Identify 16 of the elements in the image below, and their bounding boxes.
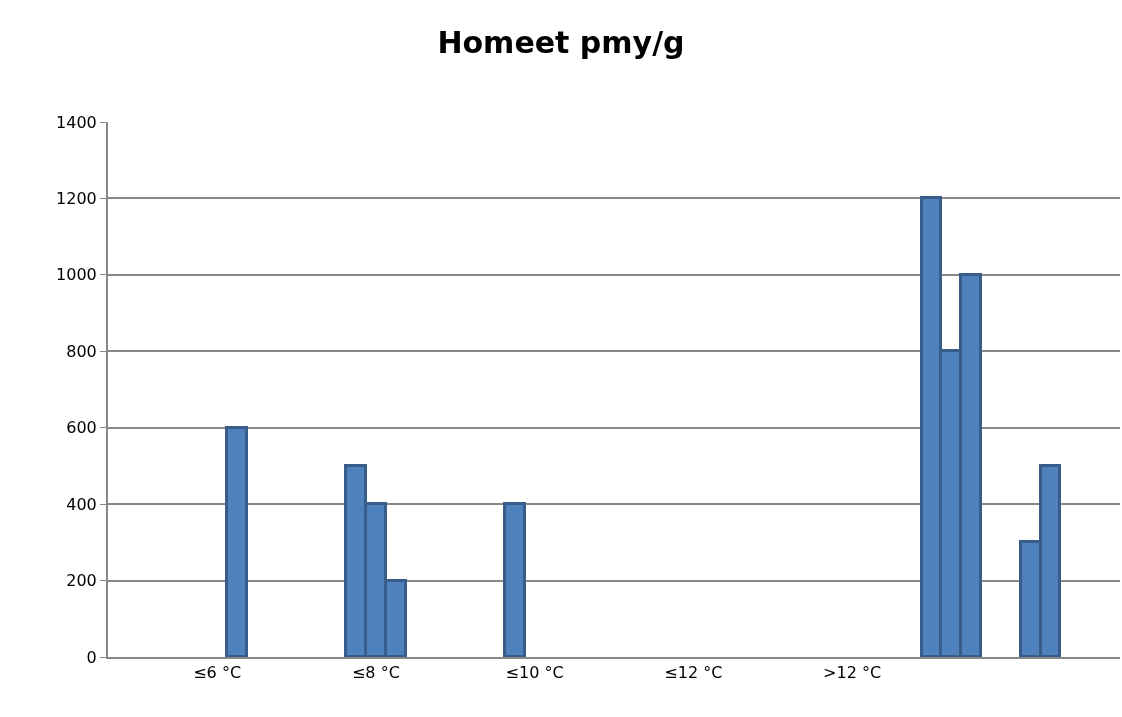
y-tick-label: 0 bbox=[86, 647, 97, 667]
x-tick-label: ≤10 °C bbox=[505, 663, 564, 683]
x-tick-label: >12 °C bbox=[823, 663, 882, 683]
y-tick-label: 200 bbox=[66, 571, 97, 591]
y-tick-label: 1000 bbox=[56, 265, 97, 285]
x-tick-label: ≤12 °C bbox=[664, 663, 723, 683]
y-tick-label: 400 bbox=[66, 494, 97, 514]
y-tick-label: 1200 bbox=[56, 189, 97, 209]
chart-title: Homeet pmy/g bbox=[437, 25, 685, 61]
bar bbox=[225, 426, 248, 657]
y-tick-label: 1400 bbox=[56, 112, 97, 132]
bar bbox=[503, 502, 526, 657]
y-tick-label: 600 bbox=[66, 418, 97, 438]
y-tick-label: 800 bbox=[66, 341, 97, 361]
x-tick-label: ≤8 °C bbox=[351, 663, 400, 683]
x-tick-label: ≤6 °C bbox=[193, 663, 242, 683]
